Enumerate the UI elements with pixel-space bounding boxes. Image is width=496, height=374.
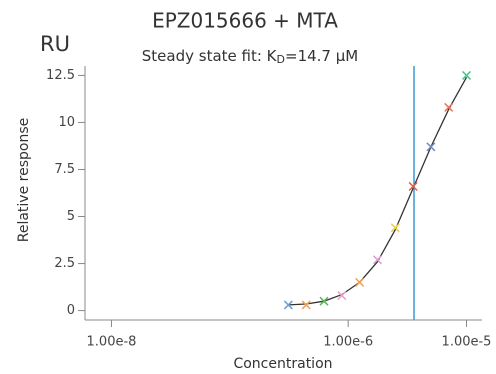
chart-title: EPZ015666 + MTA	[152, 9, 338, 33]
x-tick-label: 1.00e-8	[87, 335, 137, 350]
x-tick-label: 1.00e-6	[323, 335, 373, 350]
point	[301, 300, 311, 310]
point	[408, 181, 418, 191]
y-tick-label: 5	[67, 209, 75, 224]
fit-line	[288, 76, 468, 306]
subtitle-sub: D	[277, 53, 285, 66]
x-tick-label: 1.00e-5	[442, 335, 492, 350]
chart-subtitle: Steady state fit: KD=14.7 µM	[142, 47, 358, 67]
y-tick-label: 12.5	[46, 68, 75, 83]
y-tick-label: 2.5	[54, 256, 75, 271]
point	[319, 296, 329, 306]
point	[390, 223, 400, 233]
subtitle-suffix: =14.7 µM	[285, 47, 358, 65]
y-tick-label: 0	[67, 303, 75, 318]
subtitle-prefix: Steady state fit: K	[142, 47, 278, 65]
y-axis-label: Relative response	[16, 118, 32, 243]
y-tick-label: 10	[58, 115, 75, 130]
x-axis-label: Concentration	[233, 356, 332, 372]
point	[372, 255, 383, 265]
y-tick-label: 7.5	[54, 162, 75, 177]
point	[444, 102, 454, 112]
point	[426, 142, 436, 152]
point	[283, 300, 293, 310]
point	[461, 70, 472, 80]
point	[355, 277, 365, 287]
point	[337, 291, 347, 301]
unit-label: RU	[40, 32, 70, 56]
